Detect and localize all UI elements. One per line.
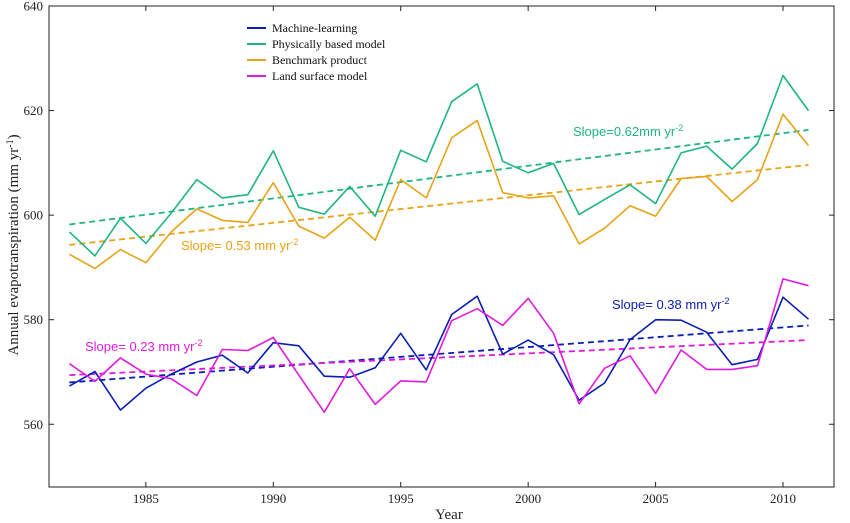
y-axis-title: Annual evapotranspiration (mm yr-1) [5, 134, 23, 355]
y-tick-label: 620 [24, 103, 44, 118]
slope-annotation-physically-based-model: Slope=0.62mm yr-2 [573, 123, 683, 139]
trend-line-physically-based-model [69, 129, 809, 226]
trend-line-machine-learning [69, 324, 809, 384]
x-tick-label: 2005 [643, 491, 669, 506]
plot-frame [48, 5, 835, 488]
series-lines [68, 74, 810, 414]
series-line-physically-based-model [68, 74, 810, 257]
slope-annotations: Slope= 0.38 mm yr-2 Slope=0.62mm yr-2 Slop… [85, 123, 729, 354]
y-tick-label: 600 [24, 208, 44, 223]
slope-annotation-machine-learning: Slope= 0.38 mm yr-2 [612, 296, 729, 312]
x-tick-label: 1985 [133, 491, 159, 506]
series-line-land-surface-model [68, 278, 809, 414]
x-tick-label: 1995 [388, 491, 414, 506]
x-axis-title: Year [435, 507, 463, 523]
legend-label-machine-learning: Machine-learning [272, 21, 357, 35]
legend: Machine-learning Physically based model Be… [247, 21, 386, 83]
series-line-machine-learning [69, 295, 810, 411]
legend-label-physically-based-model: Physically based model [272, 37, 386, 51]
trend-line-benchmark-product [69, 164, 809, 246]
axes: 1985 1990 1995 2000 2005 2010 560 580 600 620 640 [24, 0, 835, 506]
x-tick-label: 2000 [515, 491, 541, 506]
y-tick-label: 560 [24, 417, 44, 432]
trend-lines [69, 129, 809, 384]
slope-annotation-land-surface-model: Slope= 0.23 mm yr-2 [85, 338, 202, 354]
series-line-benchmark-product [69, 113, 810, 270]
x-tick-label: 1990 [260, 491, 286, 506]
legend-label-land-surface-model: Land surface model [272, 69, 368, 83]
slope-annotation-benchmark-product: Slope= 0.53 mm yr-2 [181, 237, 298, 253]
x-tick-label: 2010 [770, 491, 796, 506]
trend-line-land-surface-model [69, 339, 809, 377]
legend-label-benchmark-product: Benchmark product [272, 53, 368, 67]
y-tick-label: 640 [24, 0, 44, 14]
y-tick-label: 580 [24, 312, 44, 327]
